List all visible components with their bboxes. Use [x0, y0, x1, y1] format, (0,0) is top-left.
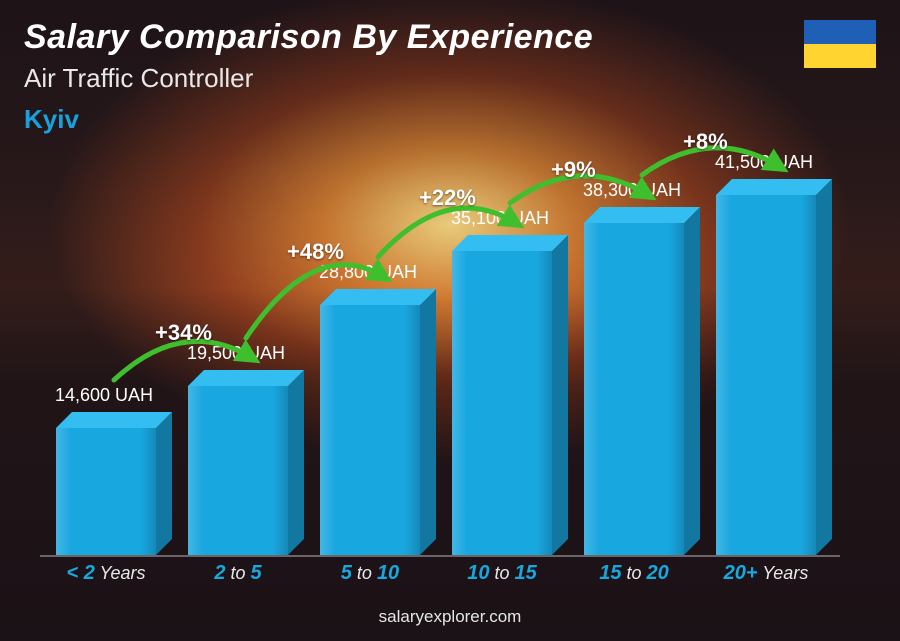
- flag-top-stripe: [804, 20, 876, 44]
- increase-arc: [40, 65, 900, 585]
- bar-chart: < 2 Years14,600 UAH2 to 519,500 UAH5 to …: [40, 65, 840, 585]
- attribution: salaryexplorer.com: [0, 607, 900, 627]
- ukraine-flag-icon: [804, 20, 876, 68]
- percent-increase-label: +8%: [683, 129, 728, 155]
- chart-title: Salary Comparison By Experience: [24, 18, 593, 57]
- chart-stage: Salary Comparison By Experience Air Traf…: [0, 0, 900, 641]
